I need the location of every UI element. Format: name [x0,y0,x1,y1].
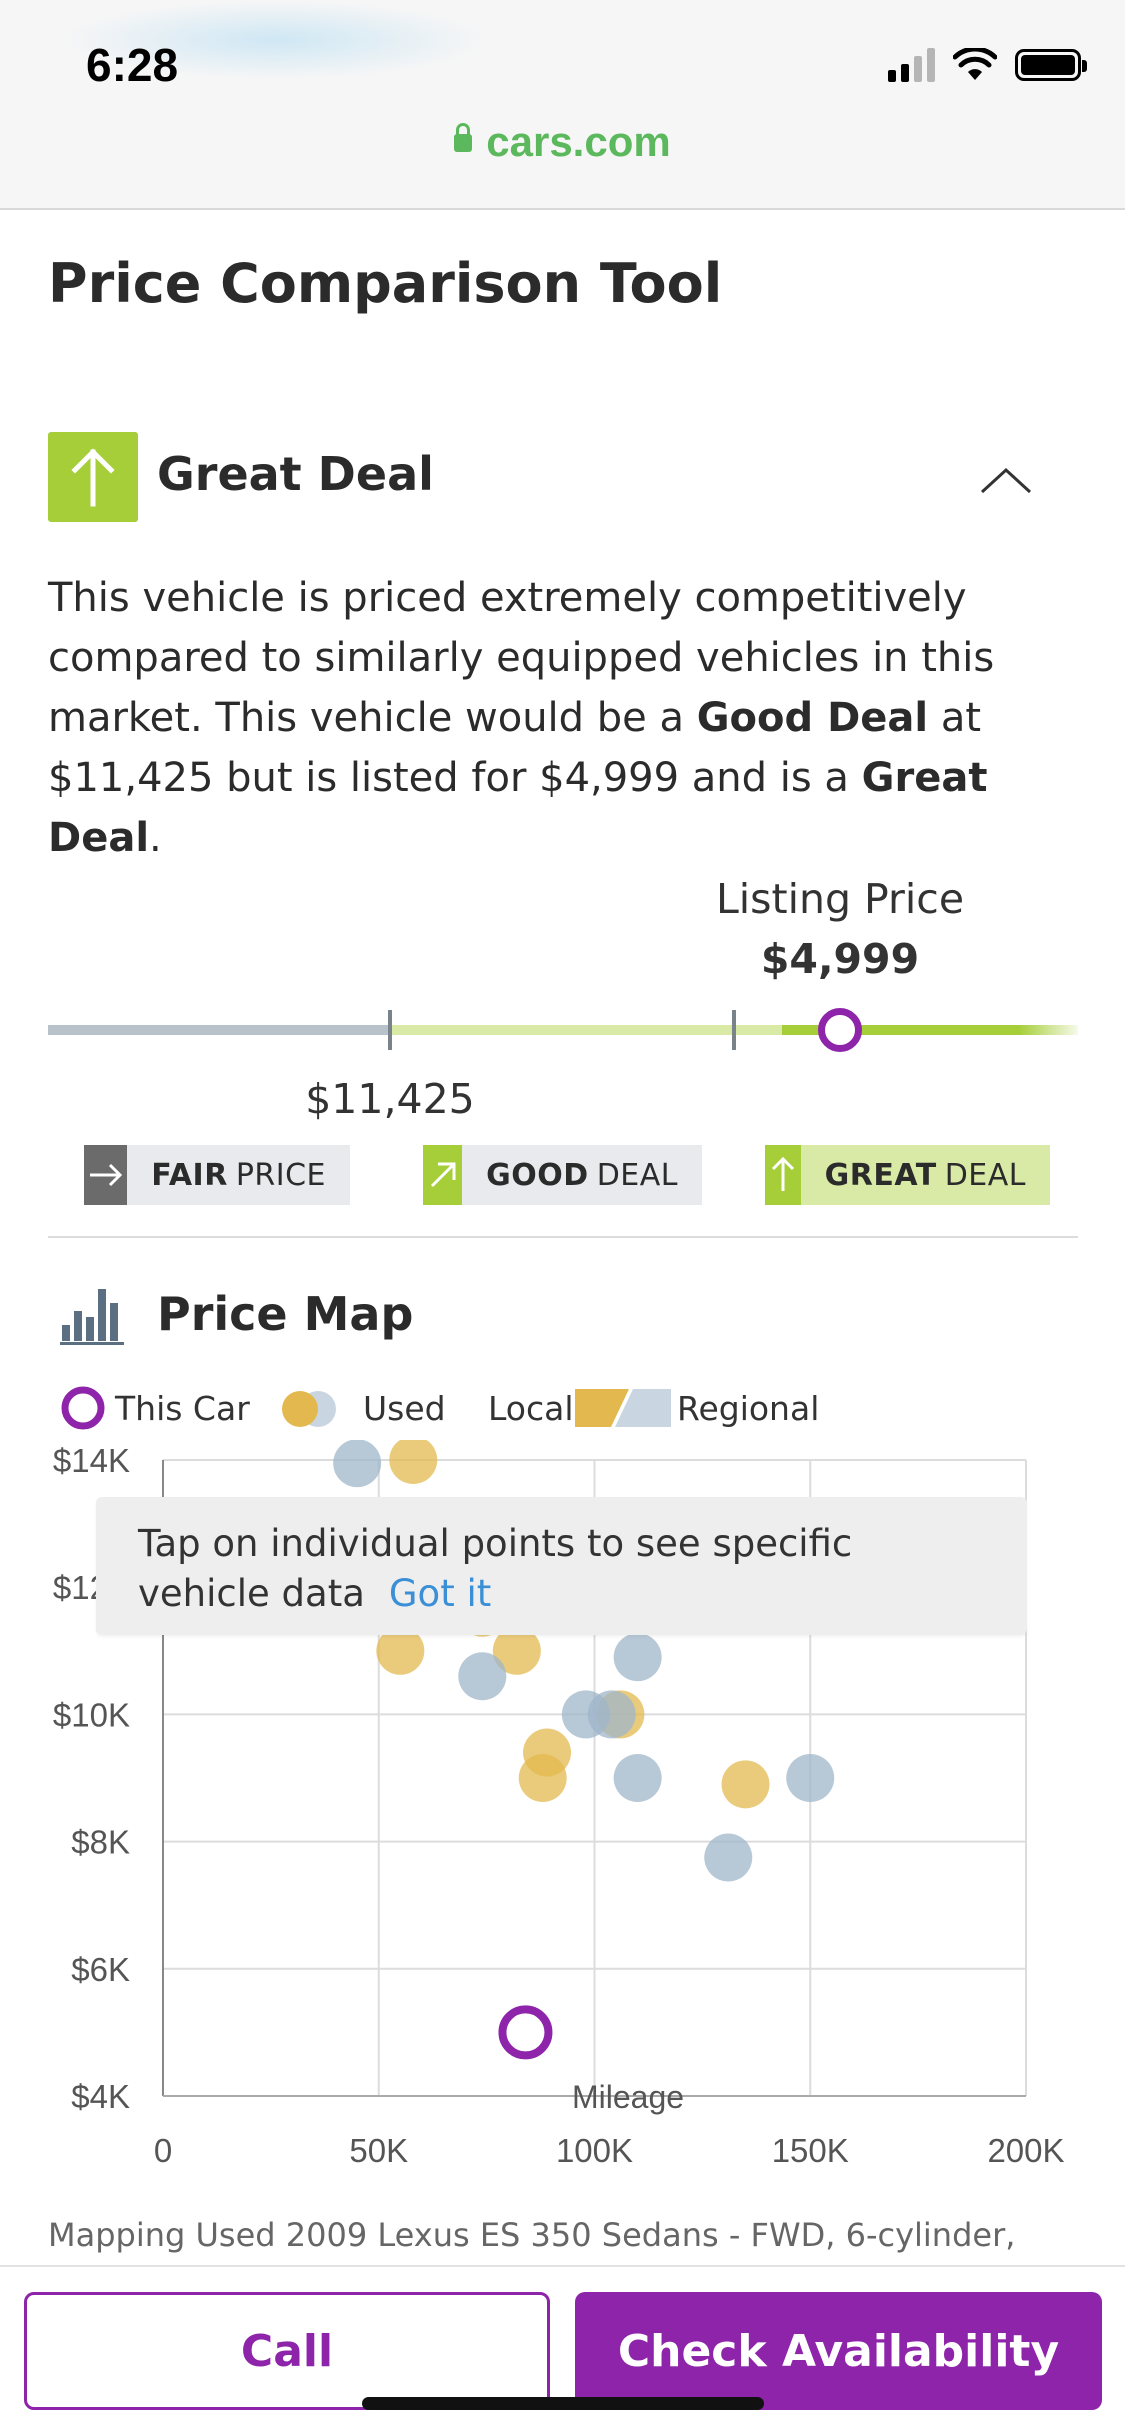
x-tick-label: 150K [772,2132,849,2169]
url-bar[interactable]: cars.com [0,118,1125,166]
check-availability-button[interactable]: Check Availability [575,2292,1102,2410]
good-deal-tag: GOOD DEAL [423,1145,702,1205]
great-deal-segment [782,1025,1078,1035]
regional-point[interactable] [613,1754,662,1802]
used-legend-icon [282,1391,336,1427]
great-deal-threshold-tick [732,1010,736,1050]
x-tick-label: 100K [556,2132,633,2169]
good-deal-threshold-label: $11,425 [305,1075,475,1123]
tooltip-text: Tap on individual points to see specific… [138,1522,853,1615]
cellular-signal-icon [888,48,935,82]
x-axis-label: Mileage [572,2079,684,2115]
got-it-link[interactable]: Got it [388,1572,492,1615]
regional-point[interactable] [587,1690,636,1739]
fair-price-segment [48,1025,390,1035]
regional-point[interactable] [704,1833,753,1882]
great-deal-tag: GREAT DEAL [765,1145,1050,1205]
chart-legend: This Car Used Local Regional [60,1385,1060,1431]
good-deal-threshold-tick [388,1010,392,1050]
legend-regional: Regional [677,1389,820,1428]
legend-used: Used [363,1389,446,1428]
mapping-description: Mapping Used 2009 Lexus ES 350 Sedans - … [48,2216,1016,2254]
y-tick-label: $8K [71,1824,130,1861]
up-arrow-icon [765,1145,801,1205]
url-text: cars.com [486,118,671,165]
y-tick-label: $6K [71,1951,130,1988]
chart-hint-tooltip: Tap on individual points to see specific… [96,1497,1027,1635]
price-scale-bar [48,1008,1078,1052]
legend-local: Local [488,1389,574,1428]
local-point[interactable] [518,1754,567,1802]
good-deal-segment [390,1025,782,1035]
x-tick-label: 200K [987,2132,1064,2169]
diagonal-arrow-icon [423,1145,463,1205]
listing-price-label: Listing Price [715,875,965,923]
regional-point[interactable] [458,1652,507,1701]
regional-point[interactable] [786,1754,835,1802]
local-point[interactable] [389,1440,438,1484]
y-tick-label: $14K [53,1442,130,1479]
battery-icon [1015,49,1087,81]
price-map-title: Price Map [157,1287,414,1341]
x-tick-label: 0 [154,2132,172,2169]
call-button[interactable]: Call [24,2292,550,2410]
local-regional-legend-icon [575,1389,671,1427]
fair-price-tag: FAIR PRICE [84,1145,350,1205]
regional-point[interactable] [333,1440,382,1488]
this-car-legend-icon [61,1386,105,1430]
lock-icon [454,123,473,152]
page-title: Price Comparison Tool [48,252,723,315]
great-deal-arrow-icon [48,432,138,522]
status-icons [888,48,1087,82]
chevron-up-icon[interactable] [976,462,1036,502]
y-tick-label: $10K [53,1696,130,1733]
wifi-icon [953,48,997,80]
x-tick-label: 50K [349,2132,408,2169]
local-point[interactable] [492,1626,541,1675]
status-glow [60,0,490,80]
right-arrow-icon [84,1145,128,1205]
deal-rating-tags: FAIR PRICE GOOD DEAL GREAT DEAL [84,1145,1054,1205]
local-point[interactable] [721,1760,770,1809]
deal-description: This vehicle is priced extremely competi… [48,575,995,861]
listing-price-marker [818,1008,862,1052]
deal-rating-title: Great Deal [157,447,434,501]
home-indicator [362,2397,764,2410]
local-point[interactable] [376,1626,425,1675]
bar-chart-icon [60,1289,124,1345]
regional-point[interactable] [613,1633,662,1682]
status-time: 6:28 [86,39,179,91]
listing-price-value: $4,999 [760,935,920,983]
section-divider [48,1236,1078,1238]
y-tick-label: $4K [71,2078,130,2115]
this-car-point[interactable] [498,2005,553,2060]
legend-this-car: This Car [115,1389,250,1428]
browser-top-bar: 6:28 cars.com [0,0,1125,210]
